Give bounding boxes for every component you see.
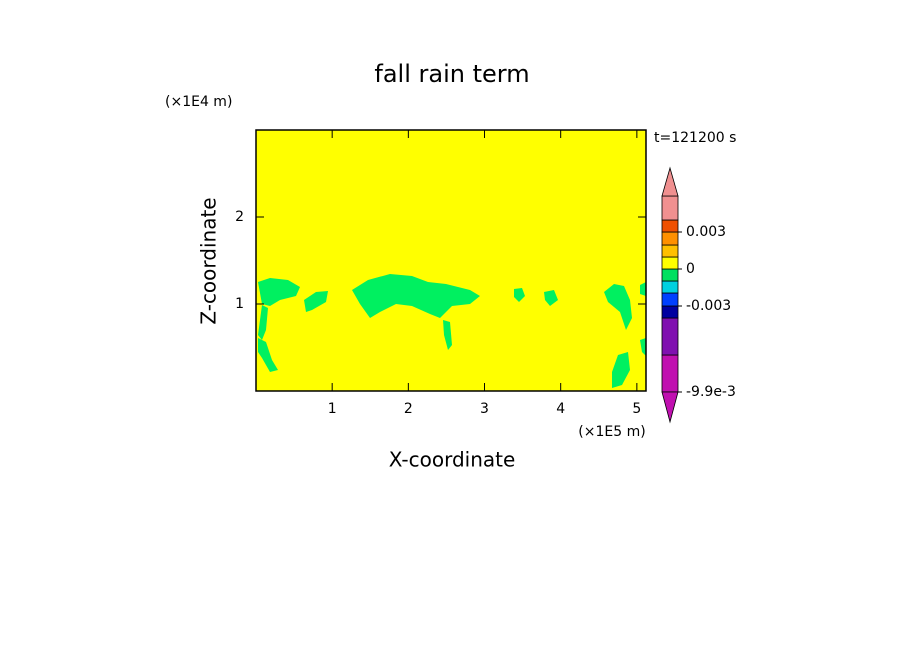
- blob: [304, 291, 328, 312]
- blob: [640, 282, 646, 296]
- blob: [514, 288, 525, 302]
- colorbar-segment: [661, 231, 679, 246]
- x-tick-label: 5: [632, 401, 641, 417]
- blob: [258, 305, 268, 340]
- rain-regions: [258, 274, 646, 388]
- colorbar-segment: [661, 354, 679, 393]
- colorbar-segment: [661, 256, 679, 270]
- blob: [443, 320, 452, 350]
- y-unit: (×1E4 m): [165, 94, 232, 110]
- colorbar-segment: [661, 305, 679, 319]
- annotation: t=121200 s: [654, 130, 736, 146]
- colorbar-segment: [661, 280, 679, 294]
- chart-title: fall rain term: [374, 60, 529, 88]
- x-unit: (×1E5 m): [578, 424, 645, 440]
- colorbar-tick-label: -9.9e-3: [686, 384, 736, 400]
- colorbar-segment: [661, 317, 679, 356]
- colorbar-tick-label: 0: [686, 261, 695, 277]
- colorbar-segment: [661, 292, 679, 307]
- field-background: [256, 130, 646, 391]
- y-tick-label: 1: [235, 296, 244, 312]
- colorbar-under: [661, 391, 679, 424]
- y-tick-label: 2: [235, 209, 244, 225]
- y-axis-label: Z-coordinate: [197, 197, 221, 324]
- x-axis-label: X-coordinate: [389, 448, 516, 472]
- colorbar-over: [661, 166, 679, 197]
- blob: [640, 338, 646, 356]
- blob: [352, 274, 480, 318]
- x-tick-label: 3: [480, 401, 489, 417]
- colorbar-segment: [661, 244, 679, 258]
- colorbar-segment: [661, 219, 679, 233]
- blob: [604, 284, 632, 330]
- x-tick-label: 4: [556, 401, 565, 417]
- blob: [258, 278, 300, 306]
- colorbar-segment: [661, 195, 679, 221]
- colorbar-segment: [661, 268, 679, 282]
- plot-frame: [255, 129, 647, 392]
- x-tick-label: 1: [328, 401, 337, 417]
- blob: [612, 352, 630, 388]
- colorbar-tick-label: -0.003: [686, 298, 731, 314]
- colorbar-tick-label: 0.003: [686, 224, 726, 240]
- blob: [258, 338, 278, 372]
- x-tick-label: 2: [404, 401, 413, 417]
- blob: [544, 290, 558, 306]
